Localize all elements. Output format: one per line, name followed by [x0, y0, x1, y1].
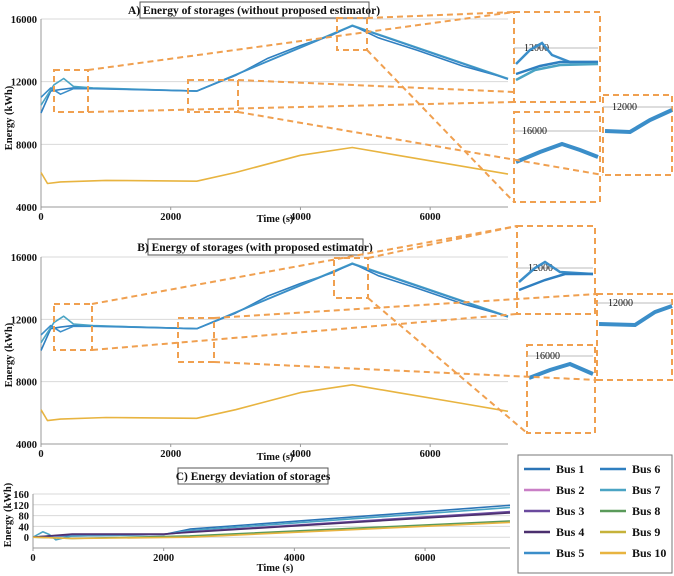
- panel-a-inset-2-line: [515, 141, 599, 164]
- panel-a-xtick-label: 2000: [160, 212, 181, 223]
- legend-label: Bus 9: [632, 525, 660, 539]
- panel-b-xtick-label: 6000: [420, 449, 441, 460]
- panel-b-title-box: [147, 238, 364, 256]
- panel-b-zoom-connectors: [91, 225, 598, 434]
- panel-a-inset-3-line: [604, 108, 673, 135]
- panel-a-inset-1-line-2: [515, 60, 598, 76]
- panel-a-ytick-label: 16000: [11, 15, 37, 26]
- panel-b-ylabel: Energy (kWh): [4, 322, 15, 387]
- legend: Bus 1 Bus 2 Bus 3 Bus 4 Bus 5 Bus 6 Bus 7 Bus 8…: [517, 454, 673, 574]
- panel-a-inset-3-tick: 12000: [612, 102, 637, 113]
- panel-b-zoom-region-3: [333, 257, 369, 299]
- panel-b-inset-2: [526, 344, 596, 434]
- panel-a-inset-1: [513, 11, 601, 103]
- panel-a-title-box: [139, 1, 370, 19]
- panel-a-inset-1-tick: 12000: [524, 43, 549, 54]
- panel-b-zoom-insets: 12000 16000 12000: [53, 225, 673, 434]
- panel-c-title-box: [177, 467, 329, 485]
- panel-c: C) Energy deviation of storages 04080120…: [3, 467, 511, 574]
- panel-b-inset-1-tick: 12000: [528, 263, 553, 274]
- panel-a-xtick-label: 6000: [420, 212, 441, 223]
- panel-c-xtick-label: 2000: [153, 553, 174, 564]
- panel-a-zoom-region-1: [53, 69, 89, 113]
- panel-c-xtick-label: 4000: [284, 553, 305, 564]
- panel-a-series-line-1: [40, 24, 509, 114]
- legend-label: Bus 10: [632, 546, 666, 560]
- panel-b-ytick-label: 8000: [16, 378, 37, 389]
- panel-b-inset-3-tick: 12000: [608, 298, 633, 309]
- panel-b-xtick-label: 2000: [160, 449, 181, 460]
- panel-b-zoom-region-1: [53, 303, 93, 351]
- panel-b: B) Energy of storages (with proposed est…: [4, 238, 509, 463]
- panel-a-ytick-label: 4000: [16, 203, 37, 214]
- panel-b-series-line-4: [40, 383, 509, 422]
- panel-a-zoom-insets: 12000 16000 12000: [53, 11, 673, 203]
- panel-b-series-line-1: [40, 262, 509, 351]
- panel-a-series-line-3: [40, 25, 509, 98]
- panel-c-title: C) Energy deviation of storages: [176, 471, 331, 483]
- panel-b-plot: 4000 8000 12000 16000 0 2000 4000 6000: [11, 253, 509, 460]
- panel-c-series-line-4: [32, 512, 511, 538]
- legend-items: Bus 1 Bus 2 Bus 3 Bus 4 Bus 5 Bus 6 Bus 7 Bus 8…: [524, 462, 666, 560]
- panel-a-title: A) Energy of storages (without proposed …: [128, 5, 380, 17]
- panel-a-xlabel: Time (s): [257, 214, 294, 225]
- panel-a-inset-2: [513, 111, 601, 203]
- panel-b-ytick-label: 4000: [16, 440, 37, 451]
- panel-c-series-line-6: [32, 521, 511, 540]
- panel-c-xlabel: Time (s): [257, 563, 294, 574]
- legend-label: Bus 6: [632, 462, 660, 476]
- panel-c-ytick-label: 160: [13, 490, 29, 501]
- legend-label: Bus 8: [632, 504, 660, 518]
- legend-label: Bus 5: [556, 546, 584, 560]
- legend-label: Bus 2: [556, 483, 584, 497]
- panel-c-ytick-label: 0: [24, 533, 29, 544]
- panel-a-ylabel: Energy (kWh): [4, 85, 15, 150]
- panel-b-series-line-2: [40, 262, 509, 344]
- panel-a-zoom-region-2: [187, 79, 239, 113]
- panel-a-ytick-label: 12000: [11, 78, 37, 89]
- legend-label: Bus 3: [556, 504, 584, 518]
- panel-b-xtick-label: 0: [38, 449, 43, 460]
- panel-c-ytick-label: 120: [13, 501, 29, 512]
- panel-a-inset-1-line-3: [515, 62, 599, 82]
- panel-b-ytick-label: 16000: [11, 253, 37, 264]
- panel-a-zoom-region-3: [336, 17, 368, 51]
- panel-b-ytick-label: 12000: [11, 315, 37, 326]
- panel-c-xtick-label: 0: [30, 553, 35, 564]
- panel-a-ytick-label: 8000: [16, 140, 37, 151]
- panel-a-zoom-connectors: [87, 11, 604, 203]
- panel-b-inset-2-tick: 16000: [535, 351, 560, 362]
- panel-b-xtick-label: 4000: [290, 449, 311, 460]
- panel-a-series-line-4: [40, 146, 509, 185]
- panel-b-xlabel: Time (s): [257, 452, 294, 463]
- legend-label: Bus 1: [556, 462, 584, 476]
- panel-c-ytick-label: 80: [19, 512, 30, 523]
- legend-label: Bus 7: [632, 483, 660, 497]
- panel-a-inset-2-tick: 16000: [522, 126, 547, 137]
- panel-b-inset-1-line-2: [518, 272, 593, 292]
- panel-a: A) Energy of storages (without proposed …: [4, 1, 509, 225]
- panel-b-inset-3-line: [598, 304, 673, 328]
- panel-b-title: B) Energy of storages (with proposed est…: [137, 242, 373, 254]
- legend-label: Bus 4: [556, 525, 584, 539]
- panel-a-inset-3: [602, 94, 673, 176]
- panel-c-ylabel: Energy (kWh): [3, 482, 14, 547]
- panel-c-xtick-label: 6000: [415, 553, 436, 564]
- panel-b-series-line-3: [40, 263, 509, 336]
- panel-b-inset-2-line: [528, 361, 594, 380]
- panel-b-inset-1-line-1: [518, 260, 594, 283]
- panel-a-xtick-label: 4000: [290, 212, 311, 223]
- panel-a-xtick-label: 0: [38, 212, 43, 223]
- panel-c-ytick-label: 40: [19, 522, 30, 533]
- panel-a-series-line-2: [40, 24, 509, 106]
